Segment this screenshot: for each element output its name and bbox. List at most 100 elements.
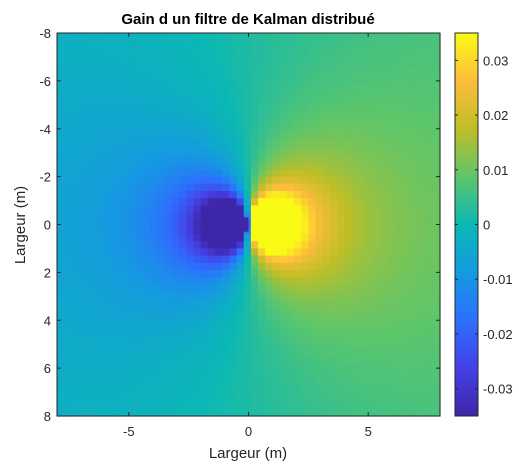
heatmap-cell <box>380 348 388 357</box>
heatmap-cell <box>250 241 259 250</box>
heatmap-cell <box>222 76 230 84</box>
heatmap-cell <box>164 33 173 41</box>
heatmap-cell <box>258 169 266 178</box>
heatmap-cell <box>394 320 403 329</box>
heatmap-cell <box>57 313 65 321</box>
heatmap-cell <box>71 198 80 206</box>
heatmap-cell <box>243 255 252 264</box>
heatmap-cell <box>394 176 403 185</box>
heatmap-cell <box>394 313 403 321</box>
heatmap-cell <box>365 104 374 113</box>
heatmap-cell <box>243 313 252 321</box>
heatmap-cell <box>430 190 439 199</box>
heatmap-cell <box>186 234 195 242</box>
heatmap-cell <box>135 190 144 199</box>
heatmap-cell <box>258 356 266 364</box>
heatmap-cell <box>372 83 381 92</box>
heatmap-cell <box>394 262 403 271</box>
heatmap-cell <box>286 269 295 278</box>
heatmap-cell <box>329 241 338 250</box>
heatmap-cell <box>394 384 403 393</box>
heatmap-cell <box>171 61 180 70</box>
heatmap-cell <box>236 262 245 271</box>
heatmap-cell <box>143 198 151 206</box>
heatmap-cell <box>365 61 374 70</box>
heatmap-cell <box>272 198 281 206</box>
heatmap-cell <box>171 147 180 156</box>
heatmap-cell <box>114 262 123 271</box>
heatmap-cell <box>293 241 302 250</box>
heatmap-cell <box>214 190 223 199</box>
heatmap-cell <box>157 147 166 156</box>
heatmap-cell <box>430 226 439 235</box>
heatmap-cell <box>135 341 144 350</box>
heatmap-cell <box>214 119 223 127</box>
y-tick-label: 4 <box>44 313 51 328</box>
heatmap-cell <box>171 68 180 77</box>
heatmap-cell <box>337 183 345 192</box>
heatmap-cell <box>243 291 252 300</box>
heatmap-cell <box>214 305 223 314</box>
heatmap-cell <box>243 320 252 329</box>
heatmap-cell <box>164 384 173 393</box>
heatmap-cell <box>258 40 266 48</box>
heatmap-cell <box>329 140 338 149</box>
heatmap-cell <box>437 298 441 307</box>
heatmap-cell <box>358 119 367 127</box>
heatmap-cell <box>258 320 266 329</box>
heatmap-cell <box>365 133 374 142</box>
heatmap-cell <box>64 291 72 300</box>
heatmap-cell <box>135 320 144 329</box>
heatmap-cell <box>401 392 410 400</box>
heatmap-cell <box>236 155 245 163</box>
heatmap-cell <box>222 47 230 56</box>
heatmap-cell <box>272 147 281 156</box>
heatmap-cell <box>394 234 403 242</box>
heatmap-cell <box>207 291 216 300</box>
heatmap-cell <box>265 320 274 329</box>
heatmap-cell <box>236 40 245 48</box>
heatmap-cell <box>437 370 441 379</box>
heatmap-cell <box>207 298 216 307</box>
heatmap-cell <box>250 54 259 63</box>
heatmap-cell <box>250 384 259 393</box>
heatmap-cell <box>179 363 187 372</box>
heatmap-cell <box>250 133 259 142</box>
heatmap-cell <box>164 334 173 343</box>
heatmap-cell <box>293 384 302 393</box>
heatmap-cell <box>193 356 202 364</box>
heatmap-cell <box>351 90 360 99</box>
heatmap-cell <box>250 155 259 163</box>
heatmap-cell <box>222 348 230 357</box>
heatmap-cell <box>100 298 108 307</box>
heatmap-cell <box>250 226 259 235</box>
heatmap-cell <box>365 119 374 127</box>
heatmap-cell <box>380 83 388 92</box>
heatmap-cell <box>365 406 374 415</box>
heatmap-cell <box>236 183 245 192</box>
heatmap-cell <box>121 97 130 106</box>
heatmap-cell <box>207 162 216 171</box>
heatmap-cell <box>250 190 259 199</box>
heatmap-cell <box>308 176 317 185</box>
heatmap-cell <box>322 356 331 364</box>
heatmap-cell <box>394 155 403 163</box>
heatmap-cell <box>92 68 101 77</box>
y-tick-label: 6 <box>44 361 51 376</box>
heatmap-cell <box>372 176 381 185</box>
heatmap-cell <box>157 356 166 364</box>
heatmap-cell <box>250 162 259 171</box>
heatmap-cell <box>337 111 345 120</box>
heatmap-cell <box>286 126 295 135</box>
heatmap-cell <box>286 111 295 120</box>
heatmap-cell <box>200 234 209 242</box>
heatmap-cell <box>315 334 324 343</box>
heatmap-cell <box>329 348 338 357</box>
heatmap-cell <box>186 155 195 163</box>
heatmap-cell <box>401 119 410 127</box>
heatmap-cell <box>315 269 324 278</box>
heatmap-cell <box>236 198 245 206</box>
heatmap-cell <box>344 413 353 417</box>
heatmap-cell <box>329 33 338 41</box>
heatmap-cell <box>250 90 259 99</box>
